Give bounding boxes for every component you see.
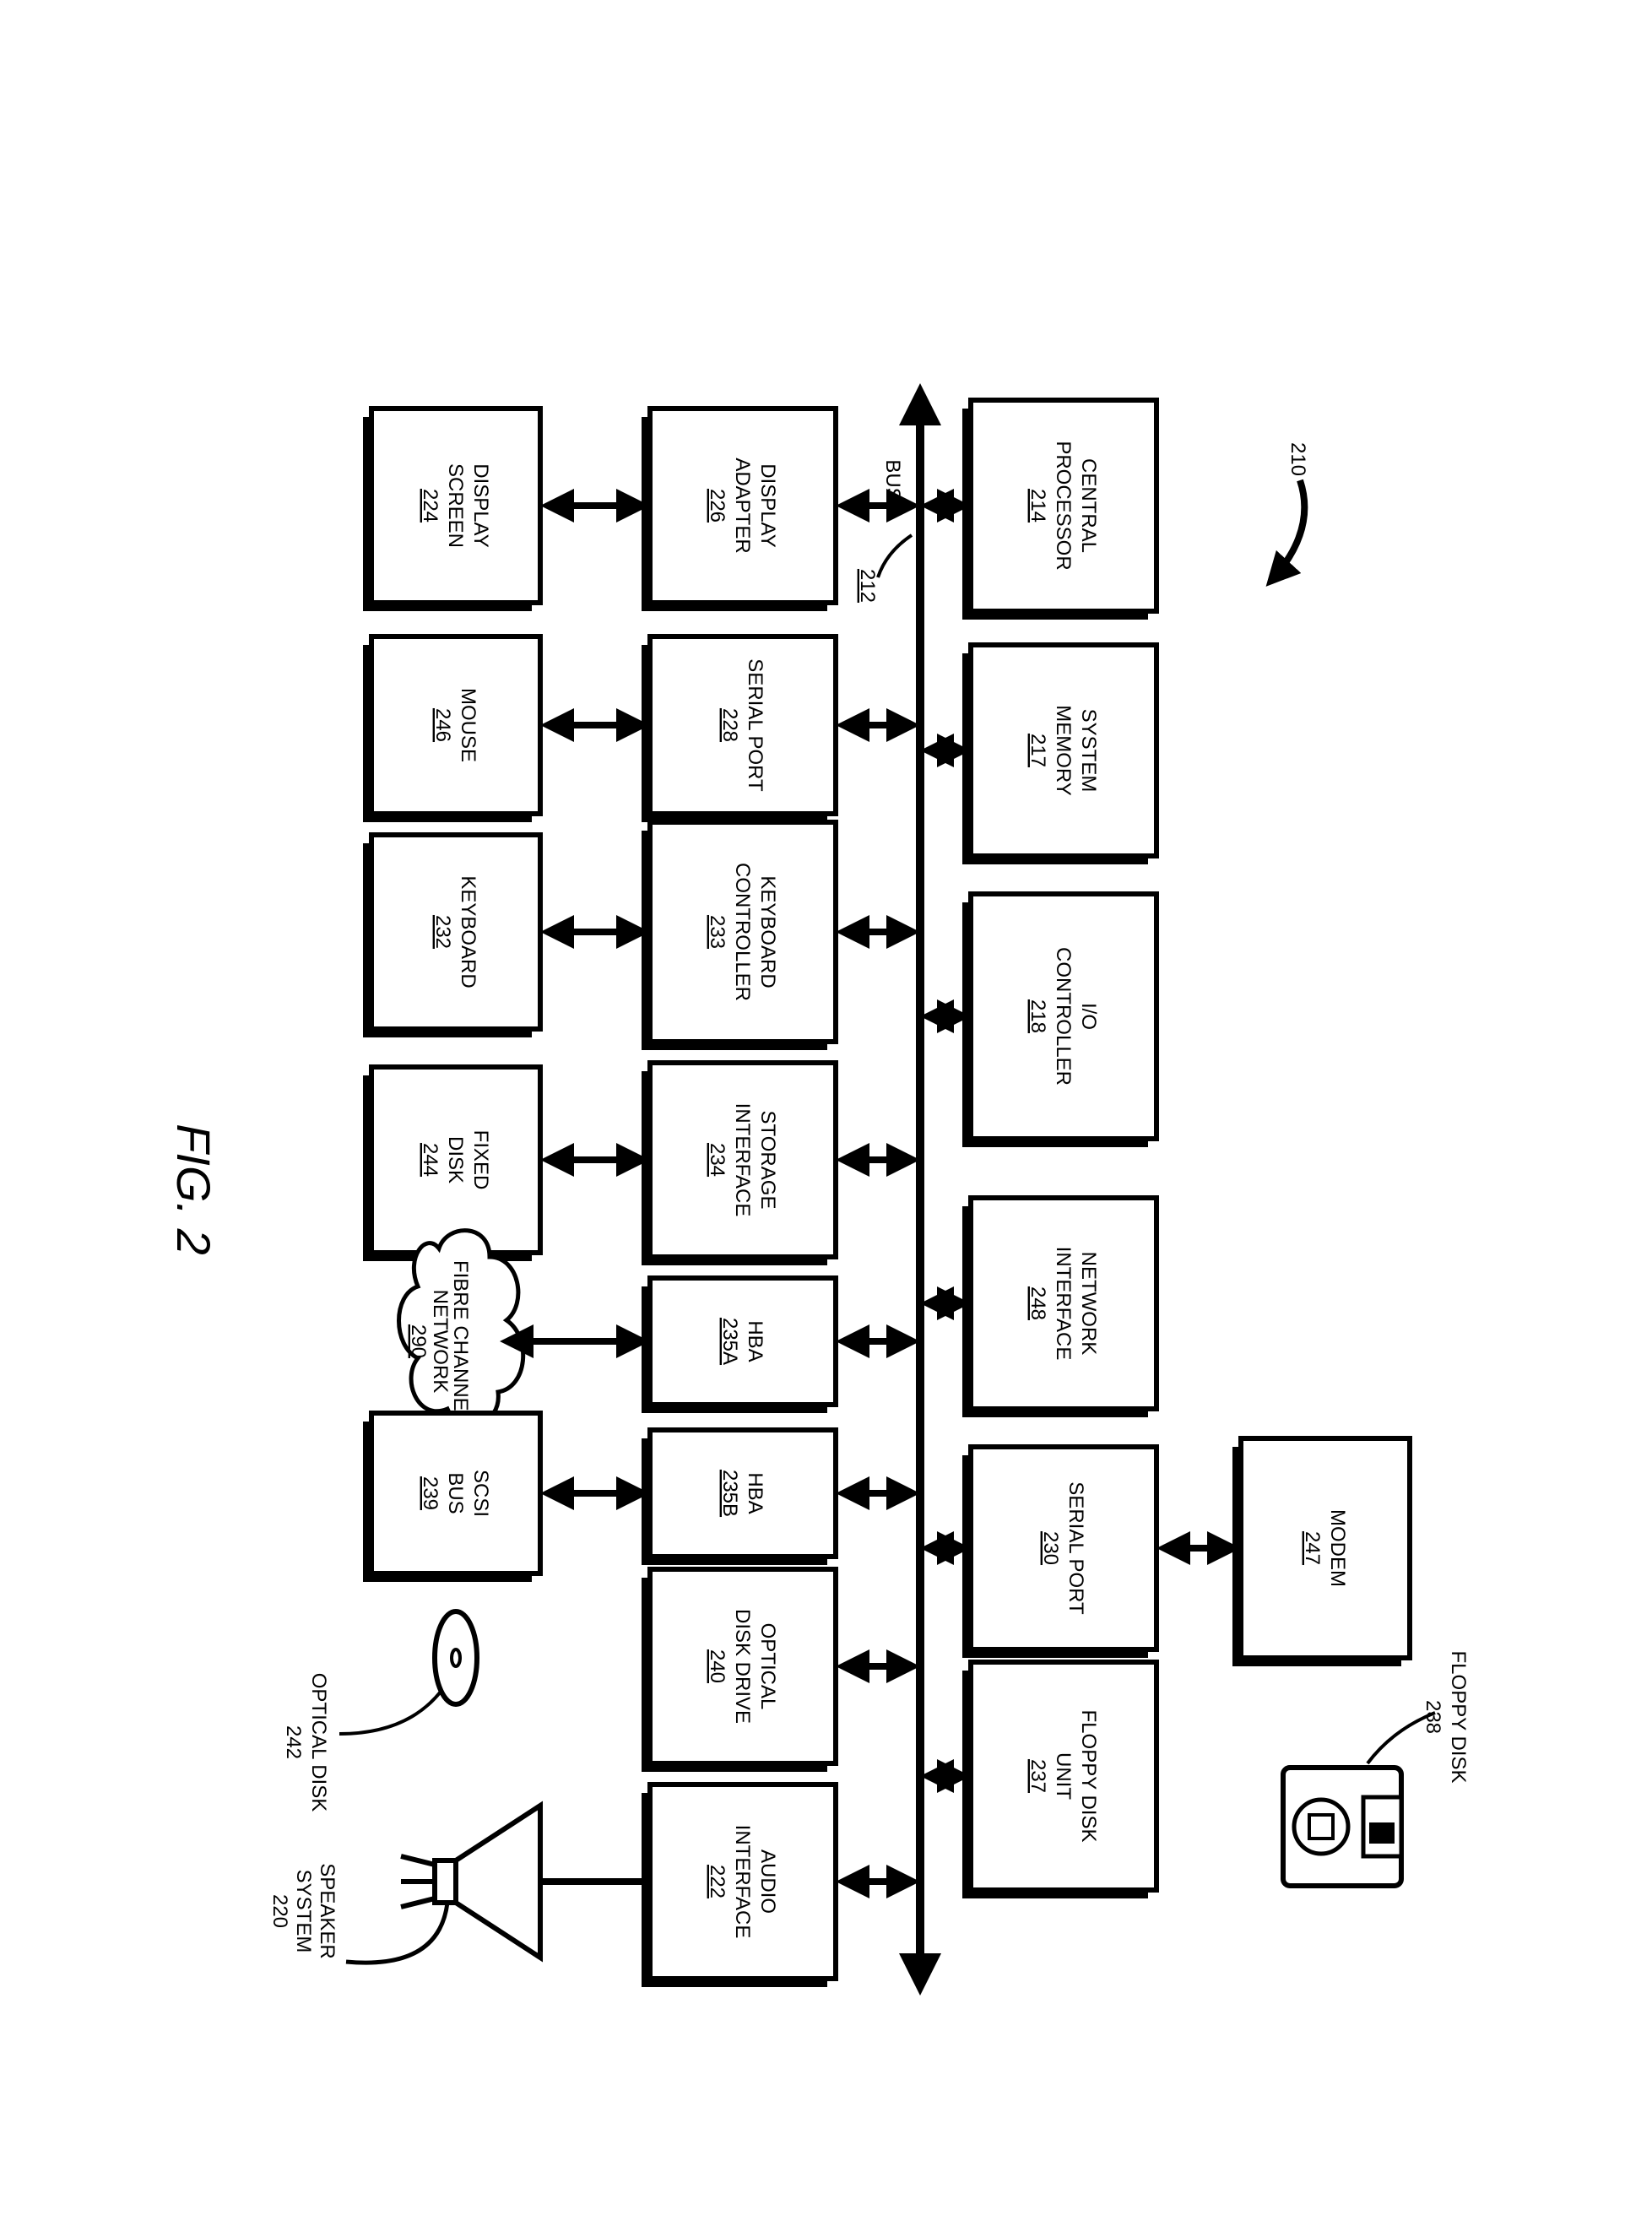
- optical-disk-icon: [339, 1611, 477, 1734]
- svg-text:INTERFACE: INTERFACE: [731, 1103, 754, 1217]
- svg-text:DISPLAY: DISPLAY: [756, 463, 779, 548]
- svg-text:OPTICAL: OPTICAL: [756, 1623, 779, 1710]
- svg-text:DISK DRIVE: DISK DRIVE: [731, 1609, 754, 1724]
- svg-text:222: 222: [706, 1865, 729, 1898]
- svg-text:244: 244: [419, 1143, 441, 1177]
- svg-text:SYSTEM: SYSTEM: [1077, 709, 1100, 793]
- svg-text:MODEM: MODEM: [1326, 1509, 1349, 1587]
- svg-text:SERIAL PORT: SERIAL PORT: [1064, 1481, 1087, 1615]
- svg-text:HBA: HBA: [744, 1320, 766, 1362]
- svg-text:DISPLAY: DISPLAY: [469, 463, 492, 548]
- block-217: SYSTEMMEMORY217: [962, 645, 1156, 864]
- block-214: CENTRALPROCESSOR214: [962, 400, 1156, 620]
- svg-text:FLOPPY DISK: FLOPPY DISK: [1447, 1651, 1470, 1784]
- svg-text:SCSI: SCSI: [469, 1470, 492, 1517]
- svg-text:SCREEN: SCREEN: [444, 463, 467, 548]
- svg-text:237: 237: [1026, 1759, 1049, 1793]
- svg-text:KEYBOARD: KEYBOARD: [756, 875, 779, 988]
- svg-text:MOUSE: MOUSE: [457, 688, 479, 762]
- svg-text:AUDIO: AUDIO: [756, 1849, 779, 1914]
- svg-text:I/O: I/O: [1077, 1003, 1100, 1030]
- svg-text:CENTRAL: CENTRAL: [1077, 458, 1100, 553]
- svg-text:217: 217: [1026, 734, 1049, 767]
- svg-text:BUS: BUS: [881, 459, 904, 501]
- block-247: MODEM247: [1232, 1438, 1410, 1666]
- svg-text:INTERFACE: INTERFACE: [1052, 1247, 1075, 1361]
- block-222: AUDIOINTERFACE222: [642, 1784, 836, 1987]
- svg-text:FIG. 2: FIG. 2: [167, 1124, 220, 1255]
- svg-text:242: 242: [282, 1725, 305, 1759]
- svg-text:247: 247: [1301, 1531, 1324, 1565]
- block-237: FLOPPY DISKUNIT237: [962, 1662, 1156, 1898]
- svg-text:PROCESSOR: PROCESSOR: [1052, 441, 1075, 570]
- cloud-290: FIBRE CHANNELNETWORK290: [399, 1231, 523, 1426]
- svg-text:BUS: BUS: [444, 1472, 467, 1514]
- block-230: SERIAL PORT230: [962, 1447, 1156, 1658]
- block-248: NETWORKINTERFACE248: [962, 1198, 1156, 1417]
- svg-text:ADAPTER: ADAPTER: [731, 458, 754, 553]
- svg-text:238: 238: [1422, 1700, 1444, 1734]
- block-226: DISPLAYADAPTER226: [642, 409, 836, 611]
- svg-text:226: 226: [706, 489, 729, 523]
- svg-text:220: 220: [268, 1894, 291, 1928]
- svg-text:232: 232: [431, 915, 454, 949]
- svg-text:228: 228: [718, 708, 741, 742]
- svg-text:240: 240: [706, 1649, 729, 1683]
- svg-text:FLOPPY DISK: FLOPPY DISK: [1077, 1710, 1100, 1843]
- svg-text:246: 246: [431, 708, 454, 742]
- svg-text:UNIT: UNIT: [1052, 1752, 1075, 1800]
- block-228: SERIAL PORT228: [642, 636, 836, 822]
- svg-text:235B: 235B: [718, 1470, 741, 1517]
- block-235B: HBA235B: [642, 1430, 836, 1565]
- svg-text:210: 210: [1286, 442, 1309, 476]
- svg-text:230: 230: [1039, 1531, 1062, 1565]
- block-218: I/OCONTROLLER218: [962, 894, 1156, 1147]
- svg-text:MEMORY: MEMORY: [1052, 705, 1075, 796]
- svg-text:234: 234: [706, 1143, 729, 1177]
- svg-text:FIXED: FIXED: [469, 1130, 492, 1190]
- svg-text:SERIAL PORT: SERIAL PORT: [744, 658, 766, 792]
- block-246: MOUSE246: [363, 636, 540, 822]
- block-233: KEYBOARDCONTROLLER233: [642, 822, 836, 1050]
- svg-text:NETWORK: NETWORK: [429, 1290, 452, 1394]
- svg-text:218: 218: [1026, 999, 1049, 1033]
- svg-text:OPTICAL DISK: OPTICAL DISK: [307, 1673, 330, 1812]
- svg-text:STORAGE: STORAGE: [756, 1111, 779, 1210]
- block-235A: HBA235A: [642, 1278, 836, 1413]
- svg-text:233: 233: [706, 915, 729, 949]
- block-240: OPTICALDISK DRIVE240: [642, 1569, 836, 1772]
- svg-text:239: 239: [419, 1476, 441, 1510]
- svg-text:HBA: HBA: [744, 1472, 766, 1514]
- svg-text:FIBRE CHANNEL: FIBRE CHANNEL: [449, 1260, 472, 1422]
- svg-text:CONTROLLER: CONTROLLER: [731, 863, 754, 1001]
- block-224: DISPLAYSCREEN224: [363, 409, 540, 611]
- svg-text:290: 290: [407, 1324, 430, 1358]
- block-234: STORAGEINTERFACE234: [642, 1063, 836, 1265]
- speaker-icon: [346, 1806, 643, 1963]
- block-232: KEYBOARD232: [363, 835, 540, 1037]
- svg-text:DISK: DISK: [444, 1136, 467, 1183]
- svg-text:NETWORK: NETWORK: [1077, 1252, 1100, 1356]
- block-239: SCSIBUS239: [363, 1413, 540, 1582]
- system-ref-arrow: [1270, 480, 1304, 582]
- svg-text:KEYBOARD: KEYBOARD: [457, 875, 479, 988]
- svg-text:SPEAKER: SPEAKER: [316, 1863, 339, 1958]
- svg-text:248: 248: [1026, 1286, 1049, 1320]
- floppy-disk-icon: [1283, 1713, 1435, 1886]
- svg-text:INTERFACE: INTERFACE: [731, 1825, 754, 1939]
- svg-text:235A: 235A: [718, 1318, 741, 1365]
- svg-text:SYSTEM: SYSTEM: [292, 1870, 315, 1953]
- svg-text:CONTROLLER: CONTROLLER: [1052, 947, 1075, 1086]
- svg-text:224: 224: [419, 489, 441, 523]
- svg-text:214: 214: [1026, 489, 1049, 523]
- svg-text:212: 212: [856, 569, 879, 603]
